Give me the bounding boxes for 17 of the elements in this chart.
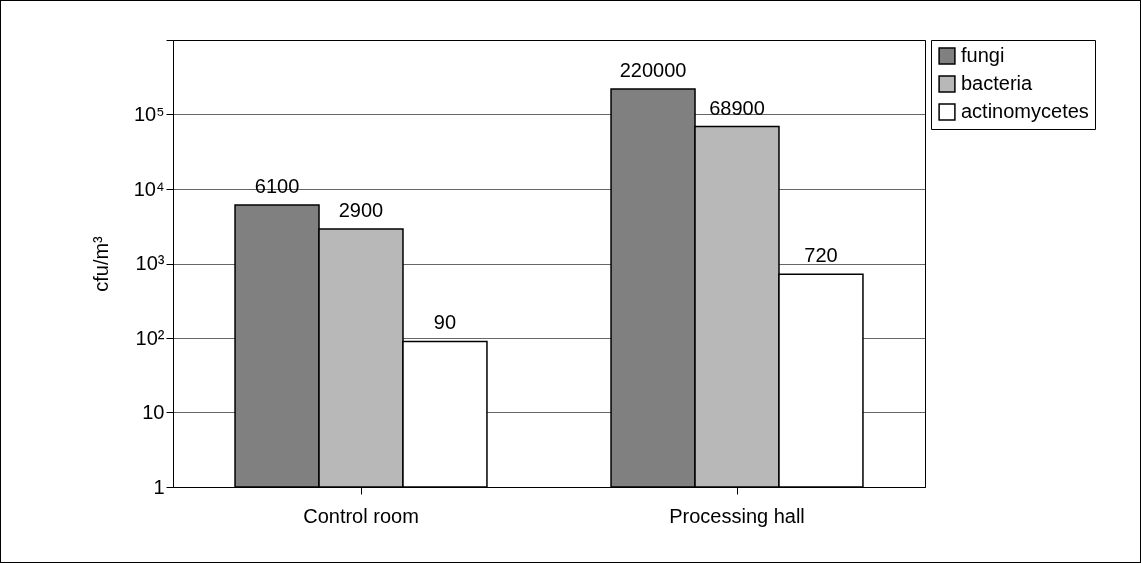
y-tick-label: 10³ [135,252,165,274]
data-label: 2900 [338,199,384,222]
y-tick-label: 10² [135,326,165,349]
y-axis-title: cfu/m³ [89,235,112,292]
legend-label: fungi [961,44,1005,66]
legend-label: bacteria [961,72,1034,94]
x-tick-label: Processing hall [669,504,805,527]
legend-label: actinomycetes [961,100,1089,122]
y-tick-label: 10⁵ [133,103,165,125]
data-label: 720 [804,244,838,267]
y-tick-label: 10 [142,401,165,423]
y-tick-label: 1 [153,475,165,498]
x-tick-label: Control room [303,504,419,527]
data-label: 220000 [619,58,687,81]
data-label: 68900 [709,96,765,119]
data-label: 90 [433,311,457,334]
y-tick-label: 10⁴ [133,177,165,200]
